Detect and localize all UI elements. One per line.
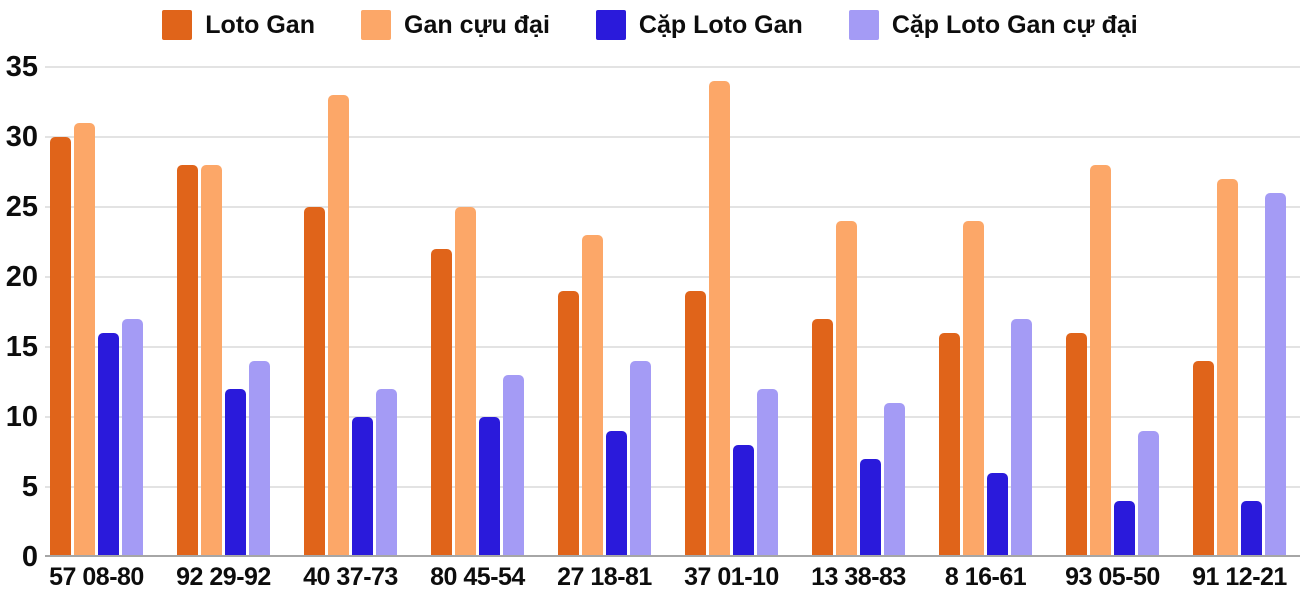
bar [860, 459, 881, 557]
legend-item[interactable]: Cặp Loto Gan cự đại [848, 10, 1138, 40]
bar [582, 235, 603, 557]
bar [685, 291, 706, 557]
y-tick-label: 30 [5, 121, 38, 153]
bar [757, 389, 778, 557]
bar [201, 165, 222, 557]
bar [709, 81, 730, 557]
category-label: 13 38-83 [811, 563, 906, 591]
gridline [45, 416, 1300, 418]
bar [122, 319, 143, 557]
bar [50, 137, 71, 557]
bar [352, 417, 373, 557]
y-tick-label: 25 [5, 191, 38, 223]
gridline [45, 486, 1300, 488]
bar [1090, 165, 1111, 557]
x-axis: 57 08-80 92 29-92 40 37-73 80 45-54 27 18-81… [45, 563, 1300, 597]
category-label: 93 05-50 [1065, 563, 1160, 591]
x-axis-baseline [45, 555, 1300, 557]
category-label: 80 45-54 [430, 563, 525, 591]
bar [455, 207, 476, 557]
bar [1217, 179, 1238, 557]
bar [431, 249, 452, 557]
bar [884, 403, 905, 557]
legend-label: Cặp Loto Gan [638, 10, 803, 39]
bar [836, 221, 857, 557]
bar [376, 389, 397, 557]
bar [98, 333, 119, 557]
bar [733, 445, 754, 557]
y-axis: 0 5 10 15 20 25 30 35 [0, 52, 38, 572]
bar [1241, 501, 1262, 557]
gridline [45, 66, 1300, 68]
gridline [45, 346, 1300, 348]
y-tick-label: 20 [5, 261, 38, 293]
category-label: 91 12-21 [1192, 563, 1287, 591]
legend: Loto Gan Gan cựu đại Cặp Loto Gan Cặp Loto … [0, 10, 1300, 40]
gridline [45, 206, 1300, 208]
legend-swatch [848, 10, 879, 40]
bar [1265, 193, 1286, 557]
bar [249, 361, 270, 557]
y-tick-label: 10 [5, 401, 38, 433]
category-label: 27 18-81 [557, 563, 652, 591]
bar [503, 375, 524, 557]
category-label: 92 29-92 [176, 563, 271, 591]
bar [225, 389, 246, 557]
gridline [45, 276, 1300, 278]
legend-item[interactable]: Gan cựu đại [361, 10, 550, 40]
bar [1193, 361, 1214, 557]
legend-label: Cặp Loto Gan cự đại [891, 10, 1138, 39]
gridline [45, 136, 1300, 138]
y-tick-label: 5 [21, 471, 38, 503]
legend-swatch [162, 10, 193, 40]
legend-item[interactable]: Loto Gan [162, 10, 315, 40]
bar [812, 319, 833, 557]
bar [1011, 319, 1032, 557]
legend-swatch [595, 10, 626, 40]
bar [606, 431, 627, 557]
bar [74, 123, 95, 557]
bar [328, 95, 349, 557]
legend-item[interactable]: Cặp Loto Gan [595, 10, 803, 40]
legend-label: Loto Gan [205, 10, 315, 39]
bar [177, 165, 198, 557]
bar [630, 361, 651, 557]
bar [1114, 501, 1135, 557]
legend-swatch [361, 10, 391, 40]
y-tick-label: 35 [5, 51, 38, 83]
y-tick-label: 15 [5, 331, 38, 363]
y-tick-label: 0 [21, 541, 38, 573]
bar [1138, 431, 1159, 557]
legend-label: Gan cựu đại [404, 10, 550, 39]
bar [304, 207, 325, 557]
category-label: 37 01-10 [684, 563, 779, 591]
plot-area [45, 66, 1300, 557]
bar [479, 417, 500, 557]
category-label: 8 16-61 [944, 563, 1027, 591]
bar [558, 291, 579, 557]
bar [987, 473, 1008, 557]
category-label: 57 08-80 [49, 563, 144, 591]
category-label: 40 37-73 [303, 563, 398, 591]
bar [1066, 333, 1087, 557]
bar [939, 333, 960, 557]
bar [963, 221, 984, 557]
